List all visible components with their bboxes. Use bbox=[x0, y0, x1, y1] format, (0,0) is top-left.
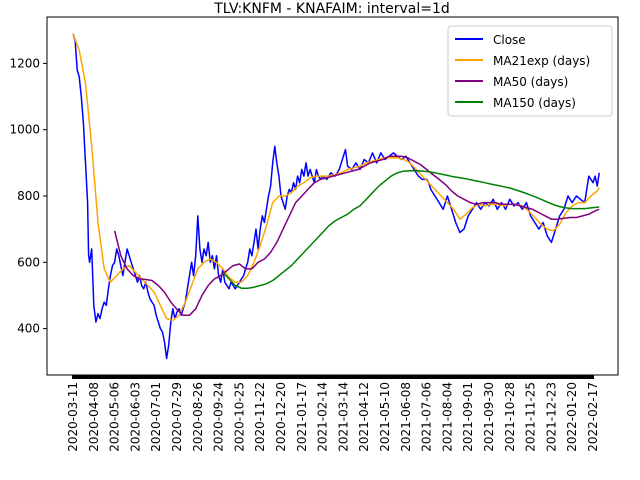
x-tick-label-6: 2020-08-26 bbox=[191, 382, 205, 452]
x-tick-label-10: 2020-12-20 bbox=[274, 382, 288, 452]
x-tick-label-2: 2020-05-06 bbox=[108, 382, 122, 452]
series-line-0 bbox=[72, 33, 600, 360]
x-tick-label-7: 2020-09-24 bbox=[212, 382, 226, 452]
legend-label-1: MA21exp (days) bbox=[493, 54, 590, 68]
x-tick-label-23: 2021-12-23 bbox=[544, 382, 558, 452]
x-tick-label-17: 2021-07-06 bbox=[420, 382, 434, 452]
x-daily-ticks bbox=[72, 375, 594, 379]
chart-title: TLV:KNFM - KNAFAIM: interval=1d bbox=[213, 1, 450, 17]
y-tick-label-3: 1000 bbox=[9, 123, 40, 137]
x-tick-label-16: 2021-06-08 bbox=[399, 382, 413, 452]
legend-label-3: MA150 (days) bbox=[493, 96, 576, 110]
y-tick-label-2: 800 bbox=[17, 189, 40, 203]
y-tick-label-0: 400 bbox=[17, 322, 40, 336]
x-tick-label-25: 2022-02-17 bbox=[586, 382, 600, 452]
x-tick-label-22: 2021-11-25 bbox=[524, 382, 538, 452]
series-line-3 bbox=[222, 170, 600, 289]
legend-box bbox=[447, 25, 613, 117]
x-tick-label-9: 2020-11-22 bbox=[253, 382, 267, 452]
x-tick-label-8: 2020-10-25 bbox=[232, 382, 246, 452]
x-tick-label-5: 2020-07-29 bbox=[170, 382, 184, 452]
x-axis: 2020-03-11 2020-04-08 2020-05-06 2020-06-03… bbox=[66, 375, 600, 452]
x-tick-label-21: 2021-10-28 bbox=[503, 382, 517, 452]
x-tick-label-18: 2021-08-04 bbox=[440, 382, 454, 452]
series-line-2 bbox=[113, 155, 600, 317]
x-tick-label-4: 2020-07-01 bbox=[149, 382, 163, 452]
legend: Close MA21exp (days) MA50 (days) MA150 (day… bbox=[447, 25, 613, 117]
x-tick-label-24: 2022-01-20 bbox=[565, 382, 579, 452]
x-tick-label-3: 2020-06-03 bbox=[128, 382, 142, 452]
y-tick-label-4: 1200 bbox=[9, 56, 40, 70]
x-tick-label-12: 2021-02-14 bbox=[316, 382, 330, 452]
x-tick-label-19: 2021-09-01 bbox=[461, 382, 475, 452]
x-tick-label-14: 2021-04-12 bbox=[357, 382, 371, 452]
legend-label-0: Close bbox=[493, 33, 526, 47]
y-axis: 400 600 800 1000 1200 bbox=[9, 56, 47, 336]
legend-label-2: MA50 (days) bbox=[493, 75, 568, 89]
x-tick-label-13: 2021-03-14 bbox=[336, 382, 350, 452]
x-tick-label-15: 2021-05-10 bbox=[378, 382, 392, 452]
x-tick-label-0: 2020-03-11 bbox=[66, 382, 80, 452]
x-tick-label-20: 2021-09-30 bbox=[482, 382, 496, 452]
y-tick-label-1: 600 bbox=[17, 255, 40, 269]
x-tick-label-11: 2021-01-17 bbox=[295, 382, 309, 452]
x-tick-label-1: 2020-04-08 bbox=[87, 382, 101, 452]
series-layer bbox=[72, 33, 600, 360]
